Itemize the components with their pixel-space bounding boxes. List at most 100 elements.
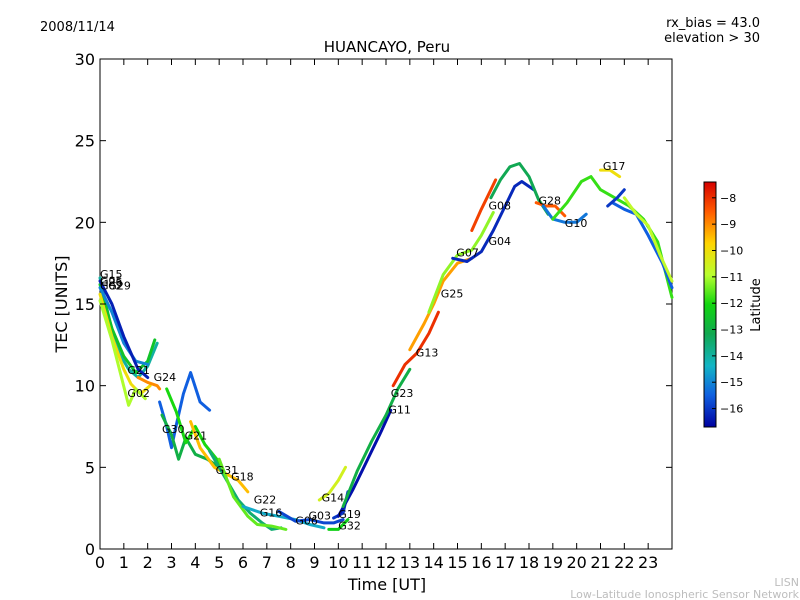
trace-g17e [622, 196, 674, 283]
trace-g26 [98, 286, 150, 366]
x-tick-label: 20 [566, 553, 586, 572]
x-tick-label: 19 [543, 553, 563, 572]
trace-g07 [427, 211, 495, 314]
date-label: 2008/11/14 [40, 20, 115, 35]
x-tick-label: 23 [638, 553, 658, 572]
x-tick-label: 2 [143, 553, 153, 572]
y-tick-label: 10 [75, 377, 95, 396]
x-tick-label: 13 [400, 553, 420, 572]
sat-label-g14: G14 [322, 492, 345, 505]
x-tick-label: 8 [286, 553, 296, 572]
sat-label-g21: G21 [127, 364, 150, 377]
trace-g16 [217, 457, 288, 531]
colorbar-tick-label: −11 [720, 271, 743, 284]
sat-label-g10: G10 [565, 217, 588, 230]
sat-label-g02: G02 [127, 387, 150, 400]
x-tick-label: 12 [376, 553, 396, 572]
sat-label-g05: G05 [100, 274, 123, 287]
sat-label-g31: G31 [216, 464, 239, 477]
sat-label-g22: G22 [254, 493, 277, 506]
trace-g17d [606, 188, 626, 208]
trace-g32 [327, 518, 350, 531]
x-tick-label: 0 [95, 553, 105, 572]
sat-label-g21: G21 [185, 430, 208, 443]
y-axis-ticks: 0 5 10 15 20 25 30 [75, 50, 672, 559]
x-tick-label: 11 [352, 553, 372, 572]
sat-label-g25: G25 [441, 288, 464, 301]
x-tick-label: 4 [190, 553, 200, 572]
x-tick-label: 14 [423, 553, 443, 572]
sat-label-g06: G06 [295, 515, 318, 528]
sat-label-g15: G15 [100, 268, 123, 281]
x-tick-label: 5 [214, 553, 224, 572]
trace-g28 [489, 162, 550, 216]
trace-g03 [277, 509, 345, 525]
trace-g29 [98, 279, 150, 379]
footer-org-short: LISN [774, 576, 799, 589]
trace-g04 [451, 180, 536, 263]
trace-g13 [391, 310, 440, 388]
colorbar-tick-label: −15 [720, 376, 743, 389]
sat-label-g16: G16 [260, 506, 283, 519]
colorbar-tick-label: −12 [720, 297, 743, 310]
footer-org-long: Low-Latitude Ionospheric Sensor Network [570, 588, 799, 600]
sat-label-g19: G19 [338, 508, 361, 521]
colorbar-tick-label: −10 [720, 244, 743, 257]
sat-label-g02: G02 [100, 279, 123, 292]
sat-label-g18: G18 [231, 470, 254, 483]
colorbar-label: Latitude [749, 278, 764, 332]
sat-label-g32: G32 [338, 519, 361, 532]
sat-label-g04: G04 [489, 235, 512, 248]
y-tick-label: 20 [75, 213, 95, 232]
colorbar-tick-label: −8 [720, 192, 736, 205]
y-tick-label: 15 [75, 295, 95, 314]
x-tick-label: 18 [519, 553, 539, 572]
y-tick-label: 30 [75, 50, 95, 69]
sat-label-g07: G07 [456, 247, 479, 260]
x-tick-label: 22 [614, 553, 634, 572]
trace-g02 [98, 299, 147, 407]
trace-g08 [470, 178, 498, 232]
colorbar-tick-label: −16 [720, 403, 743, 416]
plot-area [99, 58, 673, 550]
colorbar-tick-label: −13 [720, 324, 743, 337]
y-axis-label: TEC [UNITS] [52, 256, 71, 354]
sat-label-g29: G29 [108, 279, 131, 292]
x-tick-label: 3 [166, 553, 176, 572]
x-tick-label: 6 [238, 553, 248, 572]
y-tick-label: 5 [85, 458, 95, 477]
sat-label-g23: G23 [391, 387, 414, 400]
x-tick-label: 7 [262, 553, 272, 572]
colorbar-tick-label: −9 [720, 218, 736, 231]
trace-g11 [336, 408, 393, 518]
x-tick-label: 17 [495, 553, 515, 572]
x-tick-label: 9 [309, 553, 319, 572]
trace-g21b [165, 387, 228, 477]
y-tick-label: 25 [75, 132, 95, 151]
sat-label-g30: G30 [162, 423, 185, 436]
rx-bias-label: rx_bias = 43.0 [666, 16, 760, 31]
trace-g23 [341, 367, 412, 508]
trace-g24 [136, 376, 162, 391]
series-traces [98, 162, 674, 531]
x-tick-label: 15 [447, 553, 467, 572]
sat-label-g24: G24 [154, 371, 177, 384]
colorbar [703, 181, 717, 428]
elevation-label: elevation > 30 [664, 31, 760, 46]
sat-label-g08: G08 [489, 199, 512, 212]
x-tick-label: 21 [590, 553, 610, 572]
sat-label-g28: G28 [539, 194, 562, 207]
sat-label-g17: G17 [603, 160, 626, 173]
trace-g17b [599, 168, 622, 179]
x-tick-label: 10 [328, 553, 348, 572]
colorbar-ticks: −8 −9 −10 −11 −12 −13 −14 −15 −16 [712, 192, 743, 416]
x-axis-label: Time [UT] [347, 575, 426, 594]
chart-title: HUANCAYO, Peru [324, 38, 450, 56]
sat-label-g13: G13 [416, 346, 439, 359]
x-axis-ticks: 0 1 2 3 4 5 6 7 8 9 10 11 12 13 14 15 16 17 18 19 20 21 22 23 [95, 59, 658, 572]
sat-label-g11: G11 [388, 403, 411, 416]
sat-label-g26: G26 [100, 276, 123, 289]
y-tick-label: 0 [85, 540, 95, 559]
x-tick-label: 1 [119, 553, 129, 572]
